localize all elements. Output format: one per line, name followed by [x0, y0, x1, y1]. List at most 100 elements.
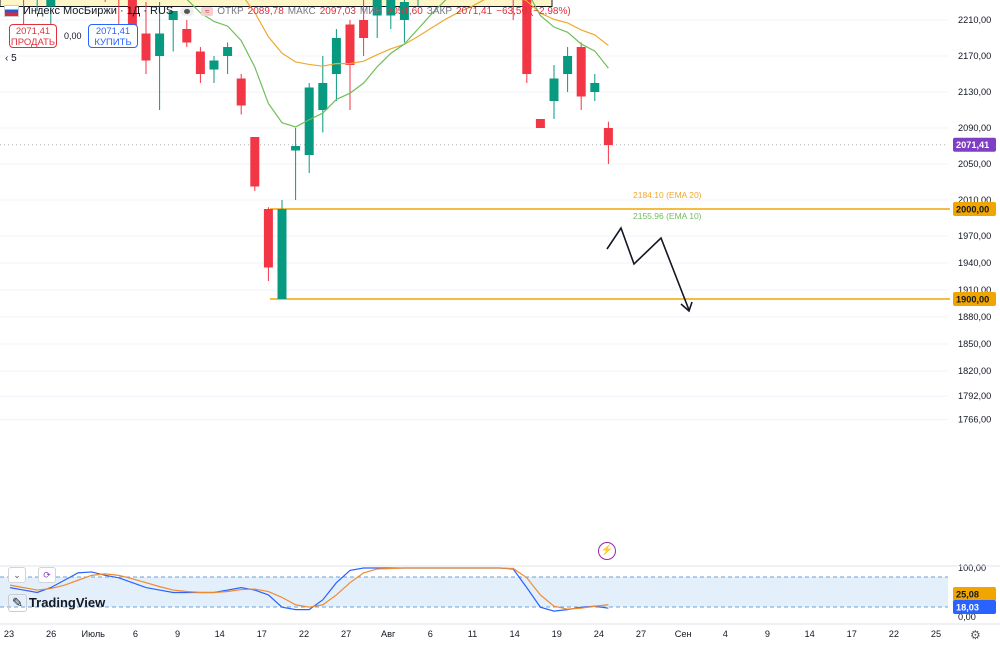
date-axis-label: 27: [341, 629, 351, 639]
price-axis-label: 1820,00: [958, 366, 991, 376]
candle-body: [522, 0, 532, 74]
candle-body: [195, 51, 205, 74]
candle-body: [318, 83, 328, 110]
date-axis-label: 9: [175, 629, 180, 639]
open-label: ОТКР: [217, 5, 244, 17]
low-label: МИН: [359, 5, 383, 17]
date-axis-label: 17: [257, 629, 267, 639]
candle-body: [141, 33, 151, 61]
date-axis-label: Сен: [675, 629, 692, 639]
candle-body: [263, 209, 273, 268]
realtime-icon[interactable]: ≈: [201, 6, 214, 16]
price-axis-label: 1970,00: [958, 231, 991, 241]
ema10-line: [186, 0, 609, 128]
price-axis-label: 2170,00: [958, 51, 991, 61]
price-axis-label: 1940,00: [958, 258, 991, 268]
candle-body: [386, 0, 396, 16]
stoch-k-tag: 25,08: [956, 590, 979, 600]
price-axis-label: 1792,00: [958, 391, 991, 401]
candle-body: [345, 24, 355, 65]
buy-button[interactable]: 2071,41 КУПИТЬ: [88, 24, 138, 48]
candle-body: [399, 2, 409, 20]
stoch-d-line: [9, 567, 609, 610]
candle-body: [535, 119, 545, 128]
symbol-title[interactable]: Индекс МосБиржи · 1Д · RUS: [23, 5, 174, 17]
high-label: МАКС: [287, 5, 316, 17]
price-axis-label: 2010,00: [958, 195, 991, 205]
oscillator-axis-label: 100,00: [958, 563, 986, 573]
refresh-icon[interactable]: ⟳: [38, 567, 56, 583]
stoch-d-tag: 18,03: [956, 603, 979, 613]
stoch-d-tag-bg: [953, 600, 996, 614]
price-axis-label: 2210,00: [958, 15, 991, 25]
date-axis-label: 19: [552, 629, 562, 639]
tradingview-watermark: ✎ TradingView: [8, 594, 105, 612]
buy-label: КУПИТЬ: [94, 37, 132, 48]
date-axis-label: 6: [428, 629, 433, 639]
date-axis-label: 6: [133, 629, 138, 639]
sell-button[interactable]: 2071,41 ПРОДАТЬ: [9, 24, 57, 48]
date-axis-label: 14: [510, 629, 520, 639]
candle-body: [277, 209, 287, 299]
price-axis-label: 1850,00: [958, 339, 991, 349]
candle-body: [168, 11, 178, 20]
close-value: 2071,41: [456, 5, 493, 17]
date-axis-label: 23: [4, 629, 14, 639]
sell-price: 2071,41: [15, 26, 51, 37]
level-1900-tag-bg: [953, 292, 996, 306]
current-price-tag-bg: [953, 137, 996, 152]
price-axis-label: 2090,00: [958, 123, 991, 133]
stoch-k-tag-bg: [953, 587, 996, 601]
settings-gear-icon[interactable]: ⚙: [970, 628, 981, 642]
candle-body: [46, 0, 56, 7]
oscillator-axis-label: 0,00: [958, 612, 976, 622]
chevron-left-icon: ‹: [5, 53, 12, 64]
ema10-label: 2155.96 (EMA 10): [633, 211, 702, 221]
candle-body: [223, 47, 233, 56]
timeframe-value: 5: [11, 53, 17, 64]
open-value: 2089,78: [247, 5, 284, 17]
support-resistance-zone: [0, 0, 553, 7]
lightning-icon[interactable]: ⚡: [598, 542, 616, 560]
date-axis-label: 14: [804, 629, 814, 639]
low-value: 2051,60: [386, 5, 423, 17]
level-2000-tag-bg: [953, 202, 996, 216]
candle-body: [304, 87, 314, 155]
candle-body: [359, 20, 369, 38]
candle-body: [603, 128, 613, 146]
price-axis-label: 1880,00: [958, 312, 991, 322]
date-axis-label: 11: [468, 629, 478, 639]
oscillator-band: [0, 577, 948, 607]
candle-body: [331, 38, 341, 74]
candle-body: [209, 60, 219, 70]
date-axis-label: 17: [847, 629, 857, 639]
ema20-line: [244, 0, 609, 67]
candle-body: [127, 0, 137, 38]
timeframe-indicator[interactable]: ‹ 5: [5, 53, 17, 64]
date-axis-label: Июль: [82, 629, 106, 639]
date-axis-label: 25: [931, 629, 941, 639]
level-2000-tag: 2000,00: [956, 205, 989, 215]
collapse-icon[interactable]: ⌄: [8, 567, 26, 583]
date-axis-label: 27: [636, 629, 646, 639]
symbol-header: Индекс МосБиржи · 1Д · RUS ≈ ОТКР 2089,78…: [4, 5, 571, 17]
change-value: −63,56 (−2,98%): [496, 5, 571, 17]
pencil-icon: ✎: [8, 594, 27, 612]
date-axis-label: 4: [723, 629, 728, 639]
visibility-icon[interactable]: [180, 6, 195, 16]
date-axis-label: 22: [889, 629, 899, 639]
candle-body: [563, 56, 573, 74]
price-axis-label: 2050,00: [958, 159, 991, 169]
candle-body: [182, 29, 192, 43]
ema20-label: 2184.10 (EMA 20): [633, 190, 702, 200]
spread-value: 0,00: [64, 31, 82, 41]
forecast-arrowhead: [680, 301, 693, 313]
candle-body: [250, 137, 260, 187]
date-axis-label: Авг: [381, 629, 396, 639]
current-price-tag: 2071,41: [956, 140, 989, 150]
date-axis-label: 14: [215, 629, 225, 639]
high-value: 2097,03: [319, 5, 356, 17]
buy-price: 2071,41: [95, 26, 131, 37]
candle-body: [291, 146, 301, 151]
